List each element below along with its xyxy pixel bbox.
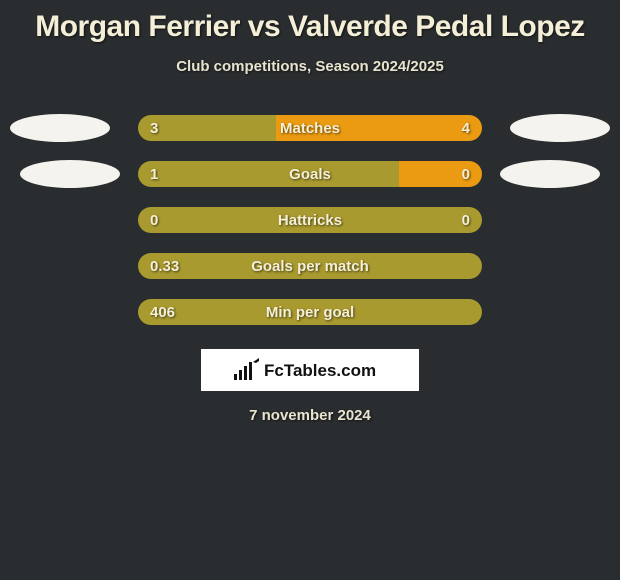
page-title: Morgan Ferrier vs Valverde Pedal Lopez (0, 0, 620, 44)
player-avatar-left (20, 160, 120, 188)
metric-label: Hattricks (138, 212, 482, 229)
player-avatar-right (500, 160, 600, 188)
comparison-row: 00Hattricks (0, 197, 620, 243)
player-avatar-left (10, 114, 110, 142)
player-avatar-right (510, 114, 610, 142)
fctables-logo: FcTables.com (230, 356, 390, 384)
metric-label: Min per goal (138, 304, 482, 321)
comparison-row: 406Min per goal (0, 289, 620, 335)
metric-label: Goals (138, 166, 482, 183)
branding-box: FcTables.com (201, 349, 419, 391)
comparison-row: 34Matches (0, 105, 620, 151)
metric-label: Matches (138, 120, 482, 137)
comparison-row: 10Goals (0, 151, 620, 197)
metric-label: Goals per match (138, 258, 482, 275)
date-line: 7 november 2024 (0, 407, 620, 424)
comparison-rows: 34Matches10Goals00Hattricks0.33Goals per… (0, 105, 620, 335)
page-subtitle: Club competitions, Season 2024/2025 (0, 58, 620, 75)
branding-text: FcTables.com (264, 361, 376, 380)
comparison-row: 0.33Goals per match (0, 243, 620, 289)
